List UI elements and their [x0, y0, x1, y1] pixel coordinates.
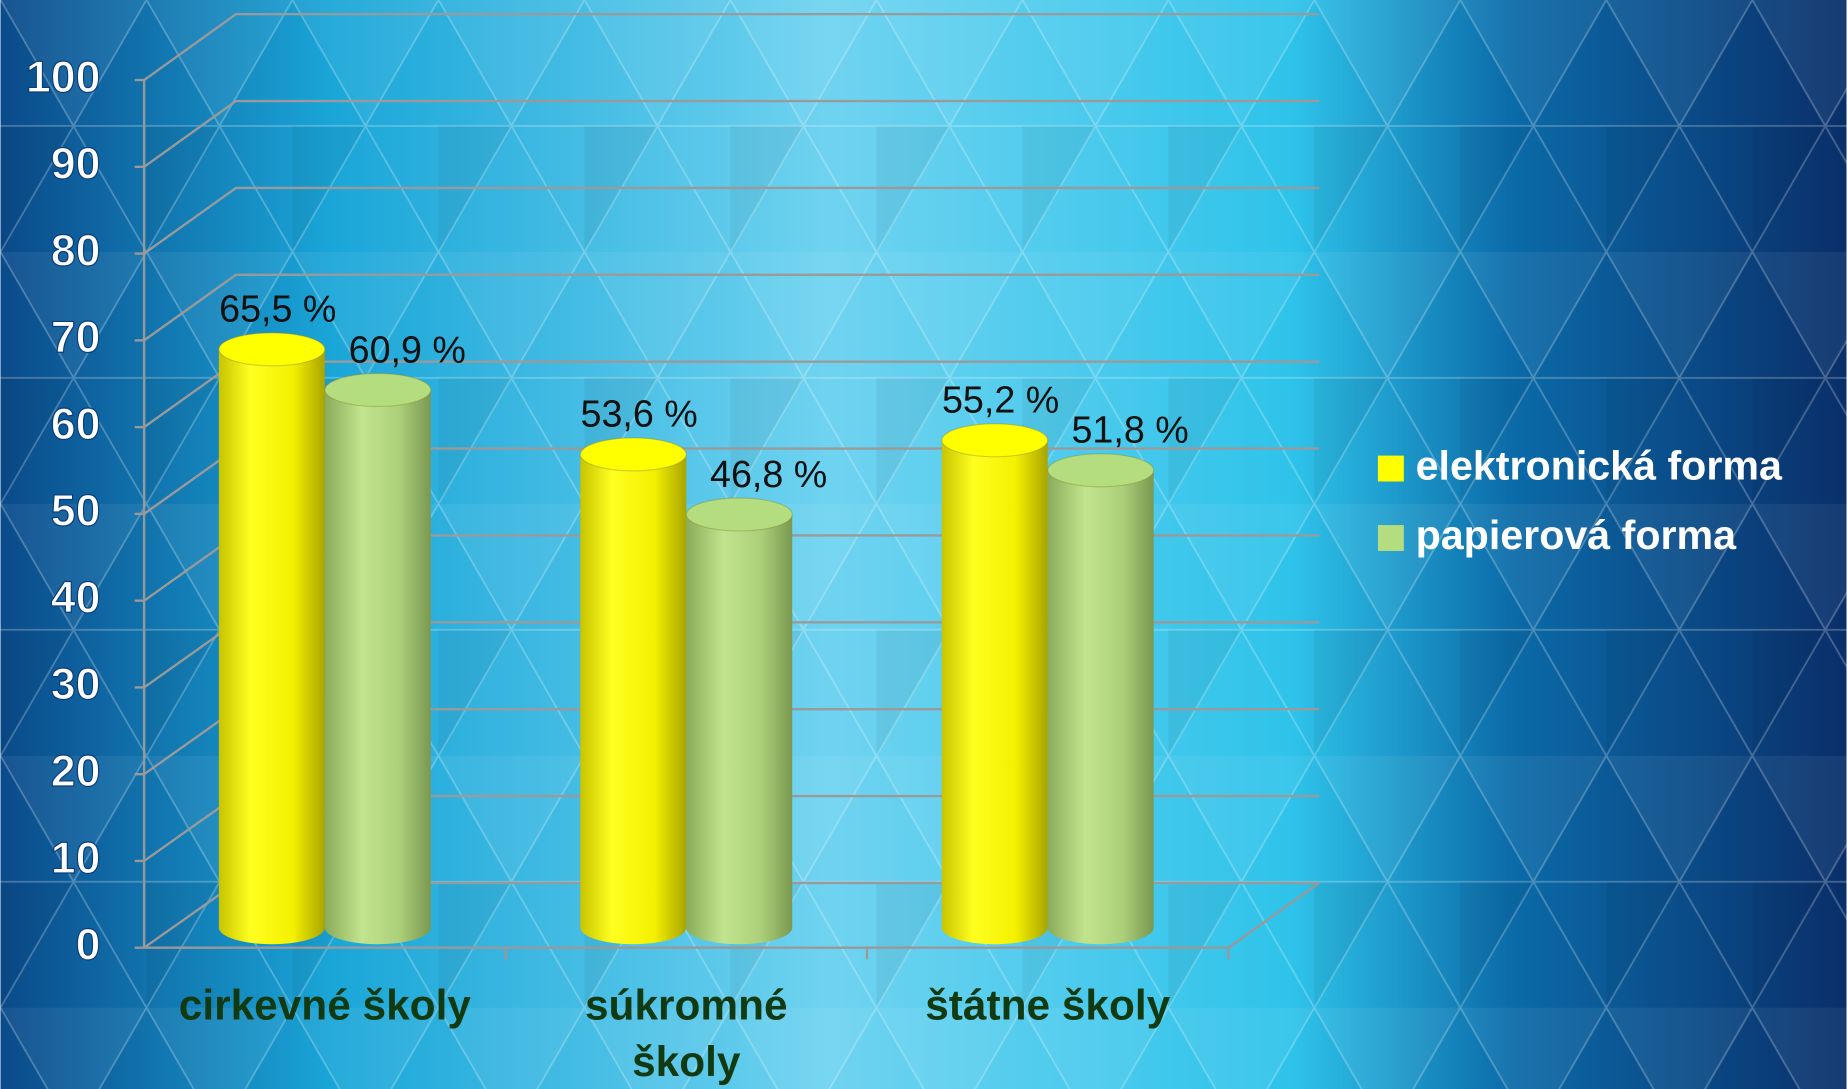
y-tick-label: 60 [51, 400, 101, 449]
bar-top [579, 437, 687, 472]
y-tick-label: 50 [51, 487, 101, 536]
value-label: 46,8 % [710, 453, 827, 495]
x-tick-label-box: súkromné školy [584, 980, 788, 1086]
y-tick-label: 100 [26, 53, 101, 102]
bar-top [941, 423, 1049, 458]
legend-swatch [1377, 525, 1404, 551]
x-tick-label: súkromné školy [584, 980, 788, 1086]
bar [1047, 470, 1154, 928]
bar-group [1047, 453, 1155, 945]
grid-line [143, 273, 1320, 342]
y-tick-label: 80 [51, 226, 101, 275]
bar-top [1047, 453, 1155, 488]
bar-group [218, 332, 326, 945]
value-label: 53,6 % [581, 393, 698, 435]
value-label: 65,5 % [219, 288, 336, 330]
bar [580, 454, 687, 928]
bar [941, 440, 1048, 928]
bar [218, 349, 325, 928]
x-tick-label-box: cirkevné školy [178, 980, 471, 1029]
y-tick-label: 40 [51, 573, 101, 622]
y-tick-label: 30 [51, 660, 101, 709]
grid-line [143, 186, 1320, 255]
y-tick-label: 70 [51, 313, 101, 362]
bar-group [579, 437, 687, 945]
x-tick-label: štátne školy [925, 980, 1171, 1029]
bar-group [324, 372, 432, 945]
value-label: 55,2 % [942, 379, 1059, 421]
bar-top [685, 497, 793, 532]
value-label: 60,9 % [349, 328, 466, 370]
bar-group [941, 423, 1049, 945]
grid-line [143, 99, 1320, 168]
bar-top [324, 372, 432, 408]
bar-group [685, 497, 793, 945]
value-label: 51,8 % [1071, 409, 1188, 451]
plot: 0 10 20 30 40 50 60 70 80 90 100 cirkevné školy 65,5… [25, 12, 1783, 1086]
legend-label: papierová forma [1416, 512, 1738, 558]
bar [686, 514, 793, 928]
y-tick-label: 90 [51, 140, 101, 189]
x-tick-label: cirkevné školy [178, 980, 471, 1029]
legend-label: elektronická forma [1416, 442, 1783, 488]
legend-swatch [1377, 455, 1404, 482]
y-tick-label: 10 [51, 834, 101, 883]
bar [324, 389, 431, 928]
y-tick-label: 20 [51, 747, 101, 796]
x-tick-label-box: štátne školy [925, 980, 1171, 1029]
grid-line [143, 12, 1320, 82]
y-tick-label: 0 [76, 921, 101, 970]
bar-top [218, 332, 326, 367]
